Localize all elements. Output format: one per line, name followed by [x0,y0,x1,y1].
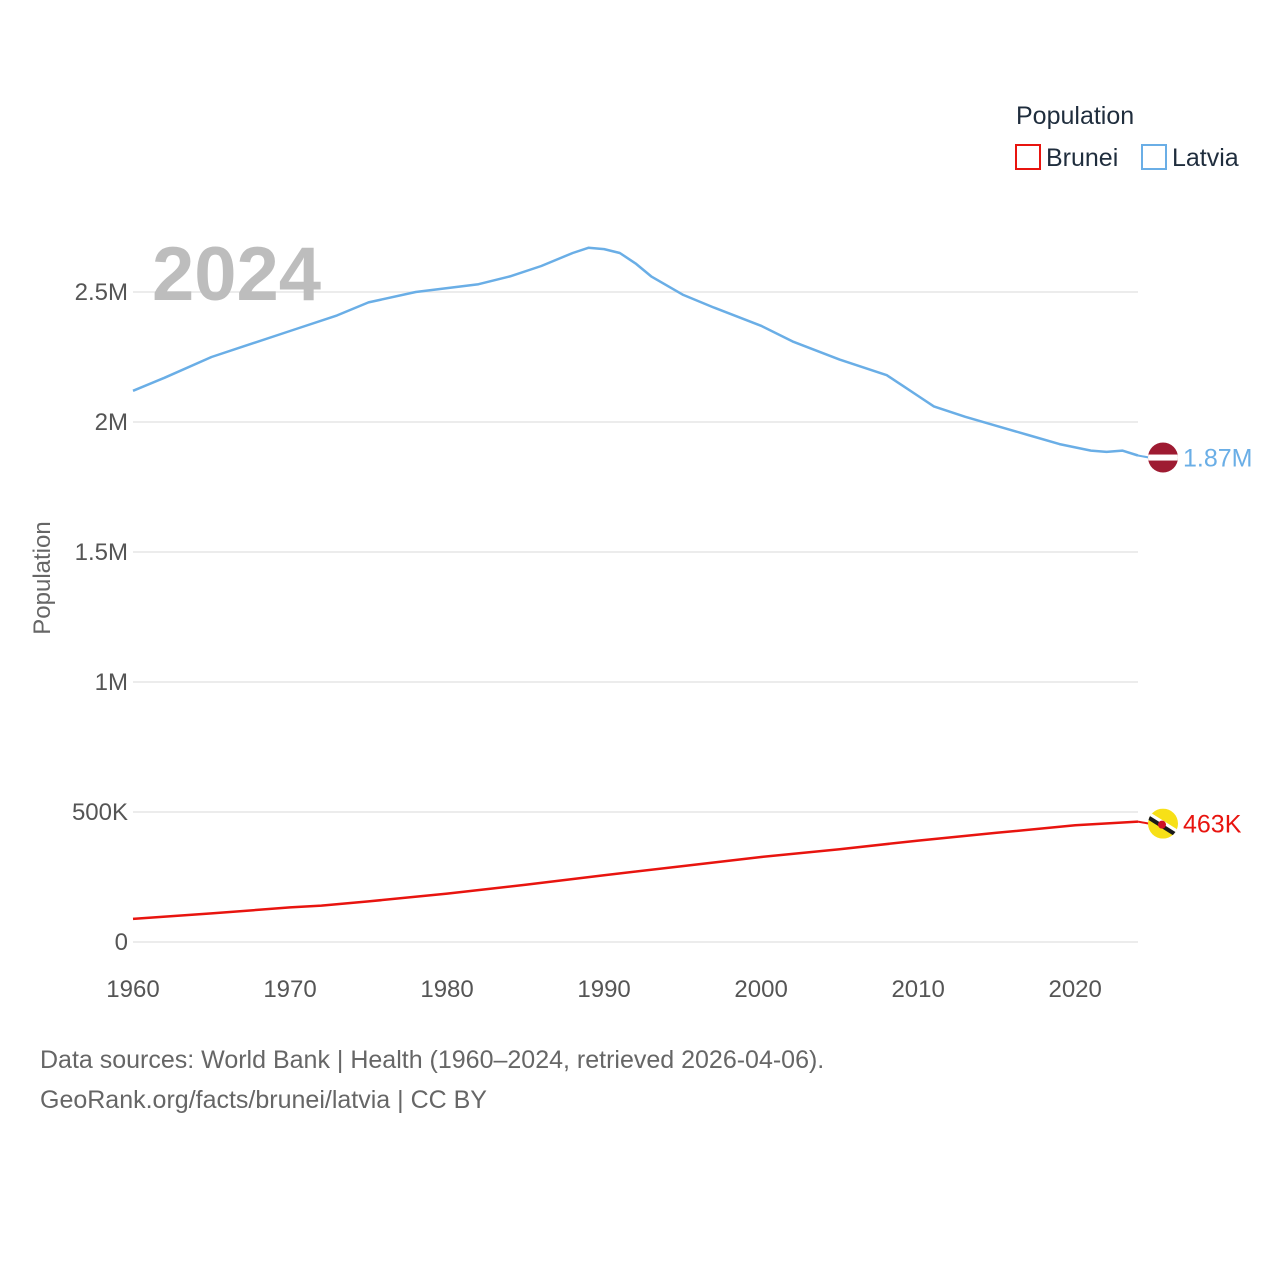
x-tick-label: 1960 [106,976,159,1003]
legend: Population Brunei Latvia [1015,102,1239,172]
gridlines [133,291,1138,943]
y-axis-title: Population [29,521,56,634]
footer-sources: Data sources: World Bank | Health (1960–… [40,1046,825,1074]
footer-attribution[interactable]: GeoRank.org/facts/brunei/latvia | CC BY [40,1086,487,1114]
legend-label-latvia: Latvia [1172,144,1239,172]
footer: Data sources: World Bank | Health (1960–… [40,1040,824,1120]
end-value-label-brunei: 463K [1183,811,1242,839]
end-connector [1137,820,1150,825]
y-tick-label: 500K [72,799,128,826]
series-line-latvia [132,246,1139,457]
legend-swatch-latvia [1141,144,1167,170]
series-line-brunei [132,820,1139,921]
legend-title: Population [1016,102,1134,130]
y-tick-label: 1M [95,669,128,696]
brunei-flag-icon [1148,808,1178,839]
x-tick-label: 2010 [891,976,944,1003]
series-lines [132,246,1139,921]
y-tick-label: 2.5M [75,279,128,306]
x-tick-label: 2020 [1048,976,1101,1003]
legend-swatch-brunei [1015,144,1041,170]
x-axis-ticks: 1960 1970 1980 1990 2000 2010 2020 [106,976,1102,1003]
population-chart: 0 500K 1M 1.5M 2M 2.5M 1960 1970 1980 1990 2000 20… [29,102,1252,1003]
x-tick-label: 1970 [263,976,316,1003]
end-value-label-latvia: 1.87M [1183,445,1252,473]
x-tick-label: 2000 [734,976,787,1003]
x-tick-label: 1990 [577,976,630,1003]
latvia-flag-icon [1148,442,1178,473]
end-markers: 463K 1.87M [1137,442,1252,839]
x-tick-label: 1980 [420,976,473,1003]
year-label: 2024 [152,232,321,317]
y-axis-ticks: 0 500K 1M 1.5M 2M 2.5M [72,279,128,956]
y-tick-label: 2M [95,409,128,436]
y-tick-label: 0 [115,929,128,956]
end-connector [1137,454,1150,459]
y-tick-label: 1.5M [75,539,128,566]
legend-label-brunei: Brunei [1046,144,1118,172]
